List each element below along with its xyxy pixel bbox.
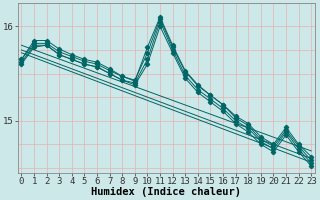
X-axis label: Humidex (Indice chaleur): Humidex (Indice chaleur) — [91, 187, 241, 197]
